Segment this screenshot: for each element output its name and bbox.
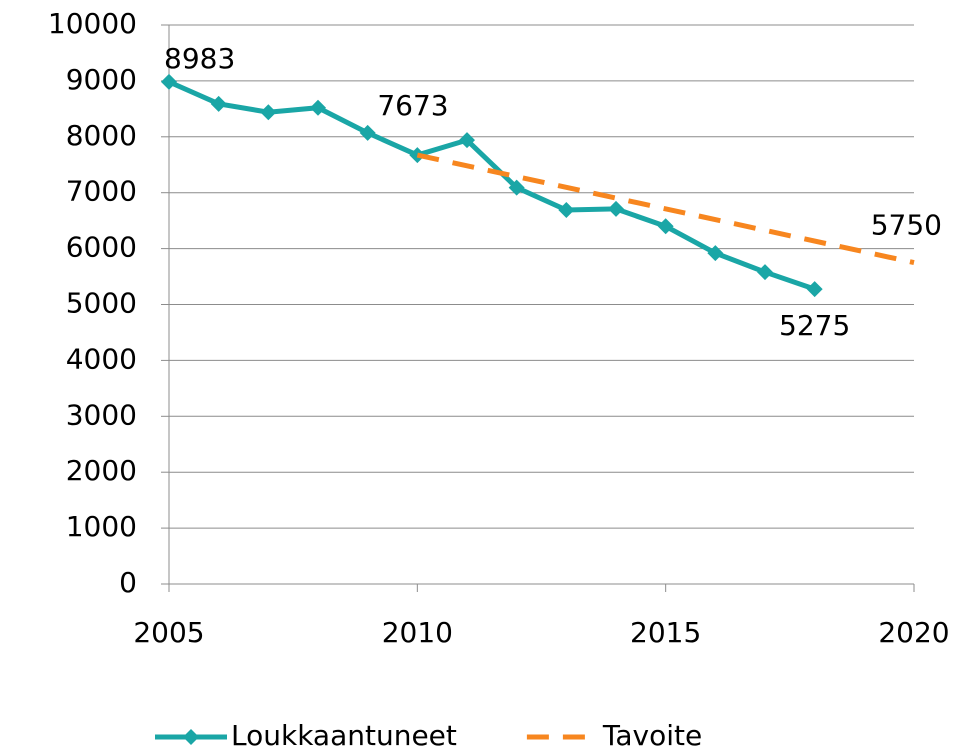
y-tick-label: 3000 [66,398,137,431]
marker [310,99,326,116]
x-tick-label: 2015 [630,616,701,649]
marker [657,218,674,235]
x-tick-label: 2005 [133,616,204,649]
y-tick-label: 9000 [66,63,137,96]
marker [161,73,177,90]
marker [757,264,773,281]
y-tick-label: 6000 [66,231,137,264]
y-tick-label: 4000 [66,342,137,375]
data-label: 7673 [377,89,448,122]
y-tick-label: 7000 [66,175,137,208]
y-tick-label: 0 [119,566,137,599]
y-tick-label: 8000 [66,119,137,152]
data-label: 5275 [779,309,850,342]
legend-marker [183,729,199,745]
marker [459,132,475,149]
marker [210,95,227,112]
y-tick-label: 10000 [48,7,137,40]
marker [359,124,376,141]
data-label: 5750 [871,209,942,242]
marker [558,202,575,219]
y-tick-label: 1000 [66,510,137,543]
line-series [416,152,915,266]
marker [707,245,724,262]
marker [608,200,624,217]
legend-label: Tavoite [602,719,702,752]
x-tick-label: 2020 [878,616,949,649]
x-tick-label: 2010 [382,616,453,649]
marker [260,104,277,121]
y-tick-label: 2000 [66,454,137,487]
y-tick-label: 5000 [66,287,137,320]
legend-label: Loukkaantuneet [231,719,457,752]
line-series [167,79,816,292]
data-label: 8983 [164,42,235,75]
marker [508,179,525,196]
marker [806,281,823,298]
